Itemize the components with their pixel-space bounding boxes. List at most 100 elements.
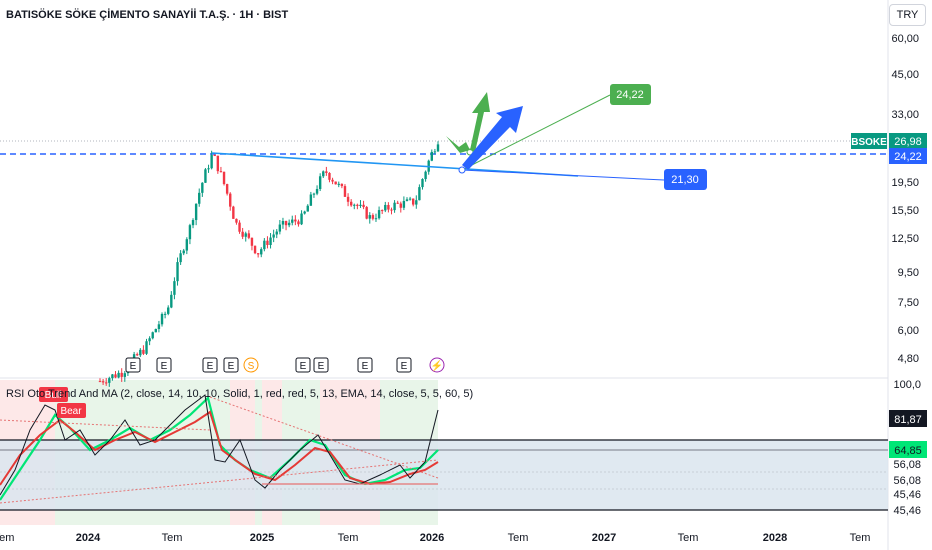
candle-body [390, 209, 393, 211]
candle-body [235, 218, 238, 223]
candle-body [232, 206, 235, 219]
candle-body [157, 324, 161, 329]
time-tick-label: 2025 [250, 532, 274, 544]
candle-body [108, 378, 111, 383]
price-tick-label: 60,00 [891, 33, 919, 45]
price-tick-label: 15,50 [891, 205, 919, 217]
earnings-marker[interactable] [357, 357, 373, 373]
candlestick-series [98, 141, 440, 387]
time-tick-label: Tem [678, 532, 699, 544]
candle-body [179, 253, 182, 263]
candle-body [142, 349, 145, 354]
indicator-legend[interactable]: RSI Oto Trend And MA (2, close, 14, 10, … [6, 388, 474, 400]
candle-body [287, 222, 291, 226]
candle-body [408, 198, 412, 200]
candle-body [300, 213, 303, 225]
candle-body [163, 313, 167, 315]
candle-body [139, 349, 142, 356]
candle-body [278, 224, 282, 232]
candle-body [256, 253, 260, 255]
candle-body [229, 193, 232, 207]
indicator-axis: 100,0 56,08 56,08 45,46 45,46 [893, 379, 921, 517]
symbol-tag-text: BSOKE [851, 137, 887, 148]
candle-body [266, 240, 269, 245]
candle-body [424, 171, 427, 180]
dividend-marker[interactable] [243, 357, 259, 373]
candle-body [244, 233, 247, 237]
candle-body [201, 182, 204, 193]
candle-body [315, 189, 319, 194]
price-axis: 60,00 45,00 33,00 19,50 15,50 12,50 9,50 7,50 6,… [891, 33, 919, 365]
candle-body [148, 338, 151, 342]
earnings-marker-label: E [207, 361, 214, 372]
candle-body [309, 194, 313, 206]
candle-body [340, 183, 344, 187]
candle-body [346, 196, 350, 202]
candle-body [353, 204, 356, 206]
price-tick-label: 12,50 [891, 233, 919, 245]
candle-body [176, 262, 179, 282]
rsi-tick-label: 100,0 [893, 379, 921, 391]
earnings-marker-label: E [362, 361, 369, 372]
candle-body [222, 171, 226, 185]
time-tick-label: 2024 [76, 532, 101, 544]
candle-body [415, 200, 418, 205]
candle-body [154, 328, 158, 333]
candle-body [433, 151, 437, 153]
earnings-marker-label: E [161, 361, 168, 372]
price-tick-label: 9,50 [898, 267, 919, 279]
last-price-tag [889, 133, 927, 149]
earnings-marker[interactable] [396, 357, 412, 373]
earnings-marker[interactable] [313, 357, 329, 373]
price-tick-label: 7,50 [898, 297, 919, 309]
currency-button[interactable]: TRY [889, 4, 926, 26]
candle-body [318, 176, 322, 190]
candle-body [349, 201, 353, 206]
rsi-tick-label: 45,46 [893, 505, 921, 517]
candle-body [411, 198, 415, 205]
event-markers: E E E E E E E ES ⚡ [125, 357, 445, 373]
price-tick-label: 33,00 [891, 109, 919, 121]
rsi-value-green: 64,85 [894, 445, 922, 457]
candle-body [194, 203, 198, 221]
candle-body [123, 373, 127, 377]
candle-body [101, 381, 105, 383]
split-marker[interactable] [429, 357, 445, 373]
target-line-green [461, 94, 611, 171]
candle-body [188, 225, 192, 240]
earnings-marker-label: E [401, 361, 408, 372]
earnings-marker[interactable] [295, 357, 311, 373]
candle-body [182, 250, 185, 254]
candle-body [269, 237, 272, 245]
candle-body [291, 219, 294, 223]
target-label-green [610, 84, 651, 105]
candle-body [225, 184, 229, 194]
earnings-marker[interactable] [156, 357, 172, 373]
candle-body [374, 218, 378, 220]
bull-tag [39, 387, 68, 402]
earnings-marker[interactable] [202, 357, 218, 373]
candle-body [377, 210, 381, 219]
candle-body [294, 219, 297, 222]
candle-body [393, 202, 396, 211]
candle-body [312, 193, 316, 195]
candle-body [418, 187, 421, 201]
earnings-marker[interactable] [125, 357, 141, 373]
price-tick-label: 19,50 [891, 177, 919, 189]
candle-body [275, 231, 278, 235]
rsi-tick-label: 56,08 [893, 459, 921, 471]
candle-body [207, 168, 210, 170]
candle-body [151, 332, 154, 339]
green-arrow-up [470, 92, 490, 152]
earnings-marker[interactable] [223, 357, 239, 373]
candle-body [380, 210, 384, 212]
chart-title: BATISÖKE SÖKE ÇİMENTO SANAYİİ T.A.Ş. · 1… [6, 9, 289, 21]
bear-tag [57, 403, 86, 418]
rsi-value-dark: 81,87 [894, 414, 922, 426]
dividend-marker-label: S [248, 361, 255, 372]
trend-line-upper [211, 152, 579, 177]
rsi-value-dark-tag [889, 410, 927, 427]
candle-body [185, 239, 189, 251]
earnings-marker-label: E [228, 361, 235, 372]
